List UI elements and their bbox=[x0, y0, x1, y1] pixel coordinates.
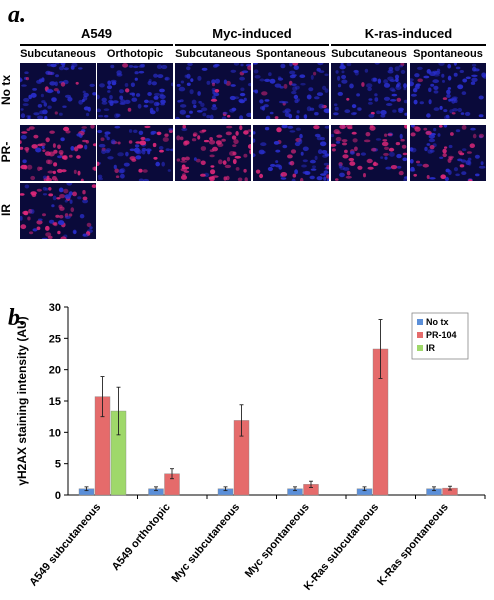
micrograph-tile bbox=[20, 183, 96, 239]
legend-label: No tx bbox=[426, 317, 449, 327]
micrograph-tile bbox=[410, 125, 486, 181]
micrograph-tile bbox=[410, 63, 486, 119]
y-axis-label: γH2AX staining intensity (AU) bbox=[15, 316, 29, 485]
group-header-1: Myc-induced bbox=[212, 26, 292, 41]
micrograph-tile bbox=[331, 125, 407, 181]
y-tick-label: 15 bbox=[49, 396, 61, 408]
row-label-0: No tx bbox=[0, 75, 13, 105]
legend-swatch bbox=[417, 332, 423, 338]
micrograph-tile bbox=[20, 63, 96, 119]
group-underline-0 bbox=[20, 44, 173, 46]
x-tick-label: A549 subcutaneous bbox=[27, 501, 103, 588]
y-tick-label: 30 bbox=[49, 302, 61, 314]
legend-label: PR-104 bbox=[426, 330, 457, 340]
x-tick-label: Myc subcutaneous bbox=[169, 501, 242, 585]
row-label-1: PR- bbox=[0, 141, 13, 163]
micrograph-tile bbox=[175, 63, 251, 119]
x-tick-label: Myc spontaneous bbox=[243, 501, 312, 580]
x-tick-label: A549 orthotopic bbox=[110, 501, 173, 573]
column-header-4: Subcutaneous bbox=[331, 48, 407, 60]
legend-swatch bbox=[417, 345, 423, 351]
group-header-2: K-ras-induced bbox=[364, 26, 453, 41]
micrograph-tile bbox=[97, 63, 173, 119]
row-label-2: IR bbox=[0, 204, 13, 216]
y-tick-label: 20 bbox=[49, 365, 61, 377]
legend-label: IR bbox=[426, 343, 436, 353]
column-header-3: Spontaneous bbox=[256, 48, 326, 60]
micrograph-tile bbox=[253, 125, 329, 181]
x-tick-label: K-Ras spontaneous bbox=[375, 501, 451, 588]
bar-chart: b. 0 5 10 15 20 25 30 γH2AX staining intensity (… bbox=[8, 302, 486, 593]
x-tick-label: K-Ras subcutaneous bbox=[302, 501, 382, 593]
panel-b-label: b. bbox=[8, 305, 26, 331]
column-header-0: Subcutaneous bbox=[20, 48, 96, 60]
y-tick-label: 25 bbox=[49, 333, 61, 345]
micrograph-tile bbox=[253, 63, 329, 119]
legend-swatch bbox=[417, 319, 423, 325]
y-tick-label: 10 bbox=[49, 427, 61, 439]
column-header-2: Subcutaneous bbox=[175, 48, 251, 60]
column-header-1: Orthotopic bbox=[106, 48, 164, 60]
group-underline-1 bbox=[175, 44, 329, 46]
y-tick-label: 0 bbox=[55, 490, 61, 502]
panel-a-label: a. bbox=[8, 2, 26, 28]
group-underline-2 bbox=[331, 44, 486, 46]
micrograph-tile bbox=[20, 125, 96, 181]
y-tick-label: 5 bbox=[55, 459, 61, 471]
micrograph-tile bbox=[175, 125, 251, 181]
group-header-0: A549 bbox=[80, 26, 113, 41]
column-header-5: Spontaneous bbox=[413, 48, 483, 60]
micrograph-tile bbox=[97, 125, 173, 181]
micrograph-tile bbox=[331, 63, 407, 119]
